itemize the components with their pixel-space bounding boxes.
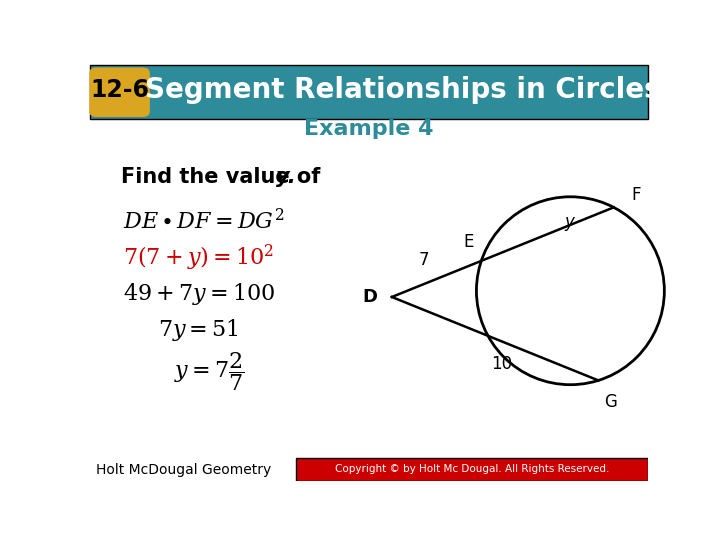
- Text: F: F: [631, 186, 640, 204]
- FancyBboxPatch shape: [90, 65, 648, 119]
- Text: Copyright © by Holt Mc Dougal. All Rights Reserved.: Copyright © by Holt Mc Dougal. All Right…: [335, 464, 609, 474]
- Text: $DE \bullet DF = DG^2$: $DE \bullet DF = DG^2$: [124, 208, 285, 233]
- Text: G: G: [605, 393, 617, 411]
- Text: E: E: [464, 233, 474, 251]
- Text: 12-6: 12-6: [90, 78, 149, 102]
- Text: y: y: [564, 213, 575, 231]
- Text: $7y = 51$: $7y = 51$: [158, 316, 239, 343]
- Text: 7: 7: [419, 251, 429, 269]
- FancyBboxPatch shape: [90, 68, 149, 116]
- FancyBboxPatch shape: [297, 458, 648, 481]
- Text: Example 4: Example 4: [305, 119, 433, 139]
- Text: 10: 10: [491, 355, 512, 373]
- Text: $49 + 7y = 100$: $49 + 7y = 100$: [124, 281, 276, 307]
- Text: $7(7 + y) = 10^2$: $7(7 + y) = 10^2$: [124, 243, 274, 273]
- Text: $y = 7\dfrac{2}{7}$: $y = 7\dfrac{2}{7}$: [174, 350, 245, 393]
- Text: y.: y.: [276, 167, 295, 187]
- Text: Holt McDougal Geometry: Holt McDougal Geometry: [96, 463, 271, 477]
- Text: Find the value of: Find the value of: [121, 167, 328, 187]
- Text: D: D: [362, 288, 377, 306]
- Text: Segment Relationships in Circles: Segment Relationships in Circles: [145, 76, 660, 104]
